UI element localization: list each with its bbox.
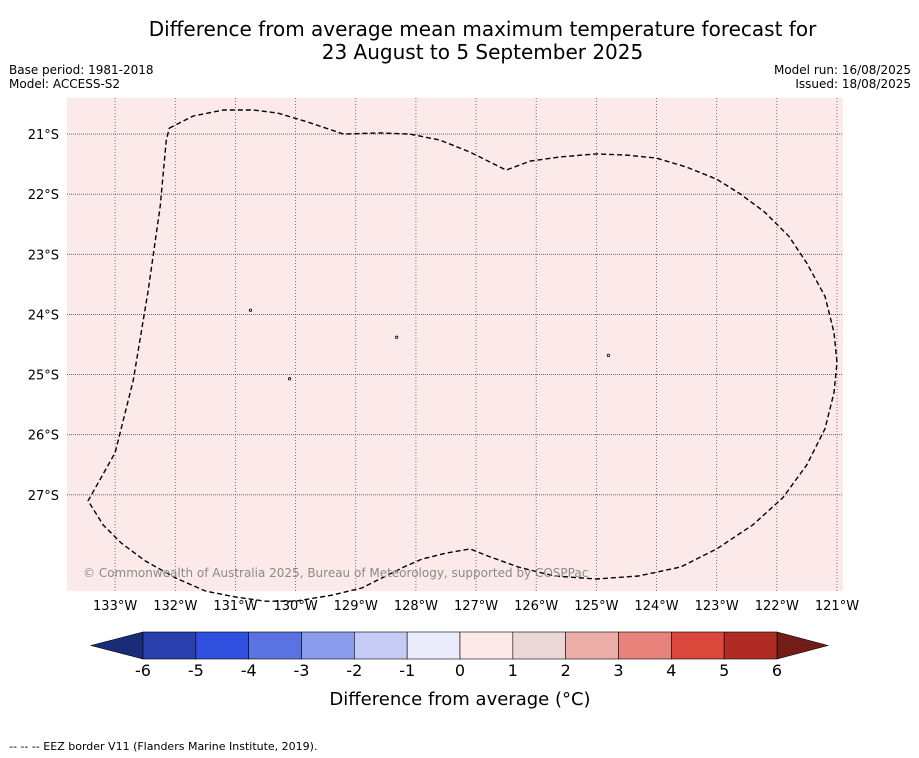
title-line-1: Difference from average mean maximum tem… xyxy=(148,17,817,41)
anomaly-fill xyxy=(67,98,843,591)
island-marker xyxy=(248,308,253,312)
colorbar-tick-label: -5 xyxy=(188,661,204,680)
colorbar-under-extend xyxy=(89,631,144,660)
lat-tick-label: 26°S xyxy=(28,429,59,444)
colorbar-segment xyxy=(195,631,249,660)
issued-date: Issued: 18/08/2025 xyxy=(795,77,911,91)
colorbar-tick-label: -4 xyxy=(241,661,257,680)
lon-tick-label: 130°W xyxy=(274,599,318,614)
colorbar-tick-label: 6 xyxy=(772,661,782,680)
colorbar-segment xyxy=(671,631,725,660)
colorbar-segment xyxy=(301,631,355,660)
meta-left: Base period: 1981-2018 Model: ACCESS-S2 xyxy=(9,63,154,91)
model-name: Model: ACCESS-S2 xyxy=(9,77,121,91)
colorbar-tick-label: -2 xyxy=(346,661,362,680)
colorbar-segment xyxy=(618,631,672,660)
lon-tick-label: 121°W xyxy=(815,599,859,614)
lat-tick-label: 21°S xyxy=(28,128,59,143)
colorbar-segment xyxy=(565,631,619,660)
colorbar-tick-label: 1 xyxy=(508,661,518,680)
eez-border-line xyxy=(87,109,838,602)
colorbar-segment xyxy=(512,631,566,660)
eez-footnote: -- -- -- EEZ border V11 (Flanders Marine… xyxy=(9,740,318,753)
lon-tick-label: 126°W xyxy=(514,599,558,614)
model-run: Model run: 16/08/2025 xyxy=(773,63,911,77)
meta-right: Model run: 16/08/2025 Issued: 18/08/2025 xyxy=(774,63,911,91)
lon-tick-label: 124°W xyxy=(634,599,678,614)
colorbar-tick-label: -1 xyxy=(399,661,415,680)
map-title: Difference from average mean maximum tem… xyxy=(0,18,919,64)
lon-tick-label: 125°W xyxy=(574,599,618,614)
island-marker xyxy=(395,335,399,339)
lon-tick-label: 128°W xyxy=(394,599,438,614)
colorbar-segment xyxy=(354,631,408,660)
lon-tick-label: 133°W xyxy=(93,599,137,614)
colorbar-tick-label: 5 xyxy=(719,661,729,680)
lon-tick-label: 131°W xyxy=(213,599,257,614)
lon-tick-label: 123°W xyxy=(695,599,739,614)
lon-tick-label: 122°W xyxy=(755,599,799,614)
colorbar-tick-label: -6 xyxy=(135,661,151,680)
colorbar-tick-label: 3 xyxy=(613,661,623,680)
lon-tick-label: 132°W xyxy=(153,599,197,614)
lat-tick-label: 25°S xyxy=(28,369,59,384)
lat-tick-label: 22°S xyxy=(28,188,59,203)
lat-tick-label: 23°S xyxy=(28,248,59,263)
colorbar-segment xyxy=(406,631,461,660)
lon-tick-label: 129°W xyxy=(334,599,378,614)
island-marker xyxy=(287,377,292,381)
lat-tick-label: 24°S xyxy=(28,308,59,323)
colorbar-segment xyxy=(723,631,778,660)
colorbar-tick-label: 2 xyxy=(561,661,571,680)
lat-tick-label: 27°S xyxy=(28,489,59,504)
lon-tick-label: 127°W xyxy=(454,599,498,614)
colorbar-over-extend xyxy=(776,631,830,660)
colorbar-tick-label: 4 xyxy=(666,661,676,680)
base-period: Base period: 1981-2018 xyxy=(9,63,154,77)
colorbar-label: Difference from average (°C) xyxy=(329,689,590,710)
colorbar-segment xyxy=(142,631,197,660)
island-marker xyxy=(606,353,610,357)
colorbar-tick-label: 0 xyxy=(455,661,465,680)
colorbar-tick-label: -3 xyxy=(294,661,310,680)
title-line-2: 23 August to 5 September 2025 xyxy=(321,40,644,64)
copyright-text: © Commonwealth of Australia 2025, Bureau… xyxy=(83,566,588,580)
forecast-map: 133°W 132°W 131°W 130°W 129°W 128°W 127°W 126°W… xyxy=(28,98,859,614)
colorbar-segment xyxy=(459,631,514,660)
colorbar-segment xyxy=(248,631,302,660)
